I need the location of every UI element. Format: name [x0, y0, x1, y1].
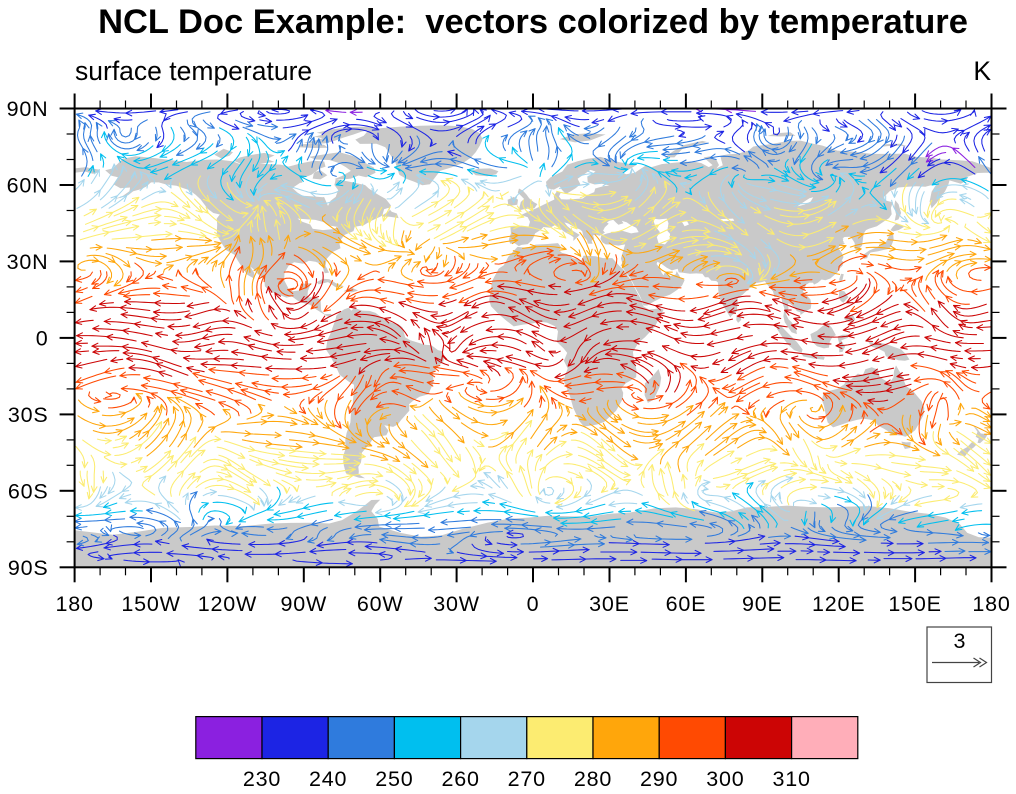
svg-text:30N: 30N — [7, 250, 49, 274]
svg-text:0: 0 — [527, 592, 540, 616]
svg-text:250: 250 — [375, 767, 413, 791]
svg-text:60E: 60E — [666, 592, 707, 616]
svg-text:0: 0 — [36, 326, 49, 350]
svg-text:90W: 90W — [280, 592, 327, 616]
svg-text:K: K — [973, 56, 991, 86]
svg-text:90N: 90N — [7, 97, 49, 121]
svg-text:240: 240 — [309, 767, 347, 791]
svg-text:NCL Doc Example: vectors colo: NCL Doc Example: vectors colorized by te… — [98, 3, 968, 41]
svg-text:90S: 90S — [8, 556, 49, 580]
svg-text:270: 270 — [508, 767, 546, 791]
svg-text:60W: 60W — [357, 592, 404, 616]
svg-text:30S: 30S — [8, 403, 49, 427]
svg-text:180: 180 — [55, 592, 93, 616]
svg-text:300: 300 — [706, 767, 744, 791]
svg-text:290: 290 — [640, 767, 678, 791]
svg-text:60N: 60N — [7, 174, 49, 198]
svg-text:150W: 150W — [121, 592, 180, 616]
svg-text:310: 310 — [772, 767, 810, 791]
svg-text:120W: 120W — [198, 592, 257, 616]
svg-text:60S: 60S — [8, 479, 49, 503]
svg-text:30E: 30E — [589, 592, 630, 616]
svg-text:surface temperature: surface temperature — [75, 56, 312, 86]
svg-text:30W: 30W — [433, 592, 480, 616]
svg-text:230: 230 — [243, 767, 281, 791]
svg-text:3: 3 — [954, 629, 966, 653]
svg-text:180: 180 — [972, 592, 1010, 616]
svg-text:90E: 90E — [742, 592, 783, 616]
svg-text:150E: 150E — [888, 592, 941, 616]
svg-text:260: 260 — [441, 767, 479, 791]
svg-text:120E: 120E — [812, 592, 865, 616]
svg-text:280: 280 — [574, 767, 612, 791]
